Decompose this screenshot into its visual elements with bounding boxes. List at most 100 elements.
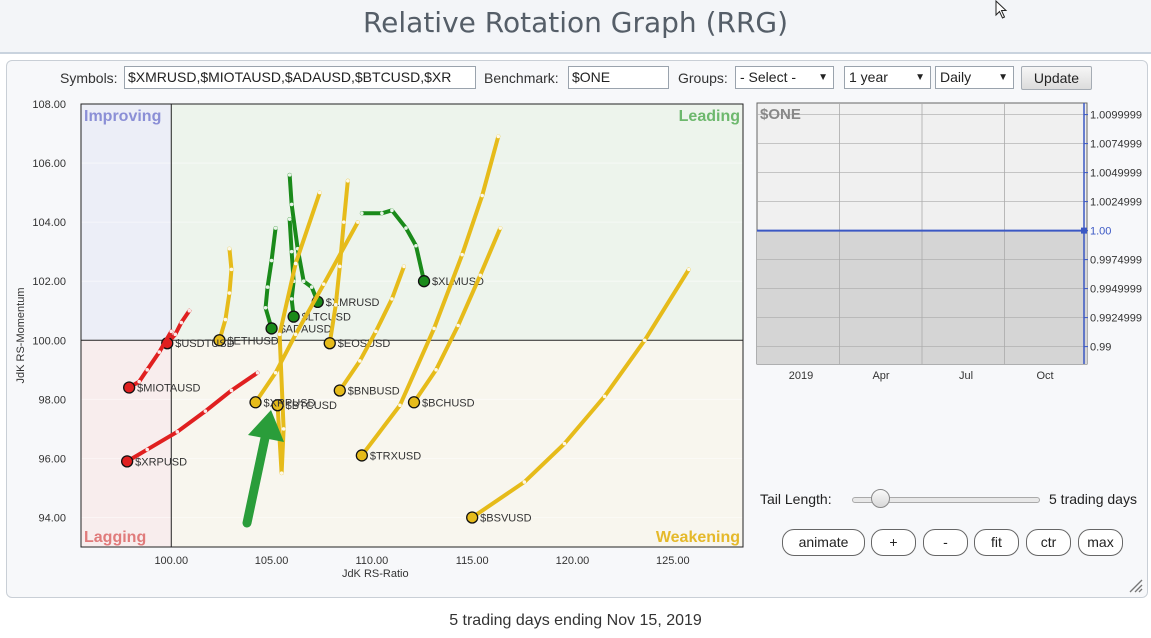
mini-y-tick-label: 1.0099999: [1090, 110, 1142, 122]
tail-point: [496, 134, 501, 139]
point-label: $USDTUSD: [175, 338, 234, 350]
tail-point: [223, 317, 228, 322]
mini-x-tick-label: Oct: [1036, 370, 1053, 382]
mini-y-tick-label: 1.00: [1090, 226, 1111, 238]
y-tick-label: 98.00: [38, 394, 66, 406]
tail-point: [277, 332, 282, 337]
head-point: [122, 381, 136, 394]
rrg-charts: Improving Leading Lagging Weakening 100.00 10…: [15, 99, 1142, 580]
series-tail: $BSVUSD: [466, 267, 691, 524]
tail-point: [289, 249, 294, 254]
tail-point: [265, 285, 270, 289]
series-tail: $BCHUSD: [407, 226, 503, 409]
tail-point: [398, 403, 402, 408]
point-label: $ADAUSD: [280, 323, 332, 335]
tail-point: [380, 211, 384, 216]
series-tail: $MIOTAUSD: [122, 329, 201, 395]
max-button[interactable]: max: [1078, 529, 1123, 556]
mini-x-tick-label: Apr: [872, 370, 889, 382]
mini-chart-title: $ONE: [760, 106, 801, 123]
point-label: $LTCUSD: [302, 312, 351, 324]
y-tick-label: 102.00: [32, 276, 66, 288]
series-tail: $XRPUSD: [120, 370, 260, 468]
zoom-in-button[interactable]: +: [871, 529, 916, 556]
tail-length-value: 5 trading days: [1049, 491, 1137, 507]
series-tail: $XLMUSD: [359, 208, 484, 288]
tail-point: [562, 441, 567, 446]
tail-point: [187, 308, 192, 313]
point-label: $BTCUSD: [286, 400, 337, 412]
center-button[interactable]: ctr: [1026, 529, 1071, 556]
x-tick-label: 125.00: [656, 555, 690, 567]
point-label: $TRXUSD: [370, 450, 421, 462]
x-axis-label: JdK RS-Ratio: [342, 568, 409, 580]
quadrant-label-lagging: Lagging: [84, 529, 146, 546]
quadrant-label-leading: Leading: [679, 108, 740, 125]
tail-point: [281, 427, 286, 431]
point-label: $XRPUSD: [135, 456, 187, 468]
head-point: [287, 310, 300, 323]
tail-point: [522, 480, 527, 484]
tail-point: [287, 217, 292, 221]
groups-select[interactable]: - Select - ▼: [735, 66, 834, 89]
tail-point: [145, 447, 149, 452]
tail-point: [289, 297, 294, 301]
tail-point: [293, 261, 298, 266]
symbols-label: Symbols:: [60, 70, 118, 86]
head-point: [355, 449, 368, 462]
tail-point: [390, 297, 394, 301]
interval-select[interactable]: Daily ▼: [935, 66, 1014, 89]
head-point: [466, 511, 479, 524]
series-line: [470, 267, 691, 520]
tail-point: [175, 430, 180, 434]
series-tail: $BTCUSD: [271, 190, 337, 476]
tail-point: [374, 329, 378, 334]
benchmark-label: Benchmark:: [484, 70, 559, 86]
tail-point: [498, 226, 503, 230]
symbols-input[interactable]: $XMRUSD,$MIOTAUSD,$ADAUSD,$BTCUSD,$XR: [124, 66, 476, 89]
tail-point: [360, 211, 364, 216]
point-label: $BSVUSD: [480, 512, 531, 524]
update-button[interactable]: Update: [1021, 66, 1092, 90]
tail-point: [301, 279, 306, 283]
benchmark-input[interactable]: $ONE: [568, 66, 669, 89]
tail-point: [145, 368, 149, 372]
head-point: [249, 396, 262, 409]
tail-length-slider-track[interactable]: [852, 497, 1040, 503]
footer-caption: 5 trading days ending Nov 15, 2019: [449, 612, 702, 629]
tail-point: [137, 379, 141, 384]
tail-point: [279, 471, 284, 475]
mini-y-tick-label: 0.9924999: [1090, 313, 1142, 325]
tail-point: [321, 282, 326, 286]
mini-x-tick-label: 2019: [789, 370, 813, 382]
tail-point: [169, 329, 174, 334]
period-select[interactable]: 1 year ▼: [844, 66, 931, 89]
tail-length-label: Tail Length:: [760, 491, 832, 507]
head-point: [120, 455, 134, 468]
fit-button[interactable]: fit: [974, 529, 1019, 556]
animate-button[interactable]: animate: [782, 529, 865, 556]
period-select-value: 1 year: [849, 69, 888, 85]
head-point: [407, 396, 421, 409]
tail-point: [337, 264, 342, 269]
plot-border: [80, 103, 744, 548]
y-tick-label: 106.00: [32, 158, 66, 170]
tail-point: [263, 305, 268, 310]
toolbar: Symbols: $XMRUSD,$MIOTAUSD,$ADAUSD,$BTCU…: [7, 66, 1147, 92]
head-point: [323, 337, 336, 350]
head-point: [333, 384, 346, 397]
tail-point: [346, 178, 350, 183]
rrg-panel: Symbols: $XMRUSD,$MIOTAUSD,$ADAUSD,$BTCU…: [6, 60, 1148, 598]
mini-y-tick-label: 1.0074999: [1090, 139, 1142, 151]
head-point: [417, 275, 431, 288]
tail-point: [273, 370, 278, 375]
tail-point: [227, 291, 232, 295]
tail-length-slider-thumb[interactable]: [871, 489, 890, 508]
x-tick-label: 100.00: [154, 555, 188, 567]
mouse-cursor-icon: [995, 0, 1008, 19]
quadrant-label-improving: Improving: [84, 108, 161, 125]
tail-point: [229, 267, 234, 272]
tail-point: [478, 273, 483, 278]
zoom-out-button[interactable]: -: [923, 529, 968, 556]
resize-handle-icon[interactable]: [1127, 577, 1143, 593]
